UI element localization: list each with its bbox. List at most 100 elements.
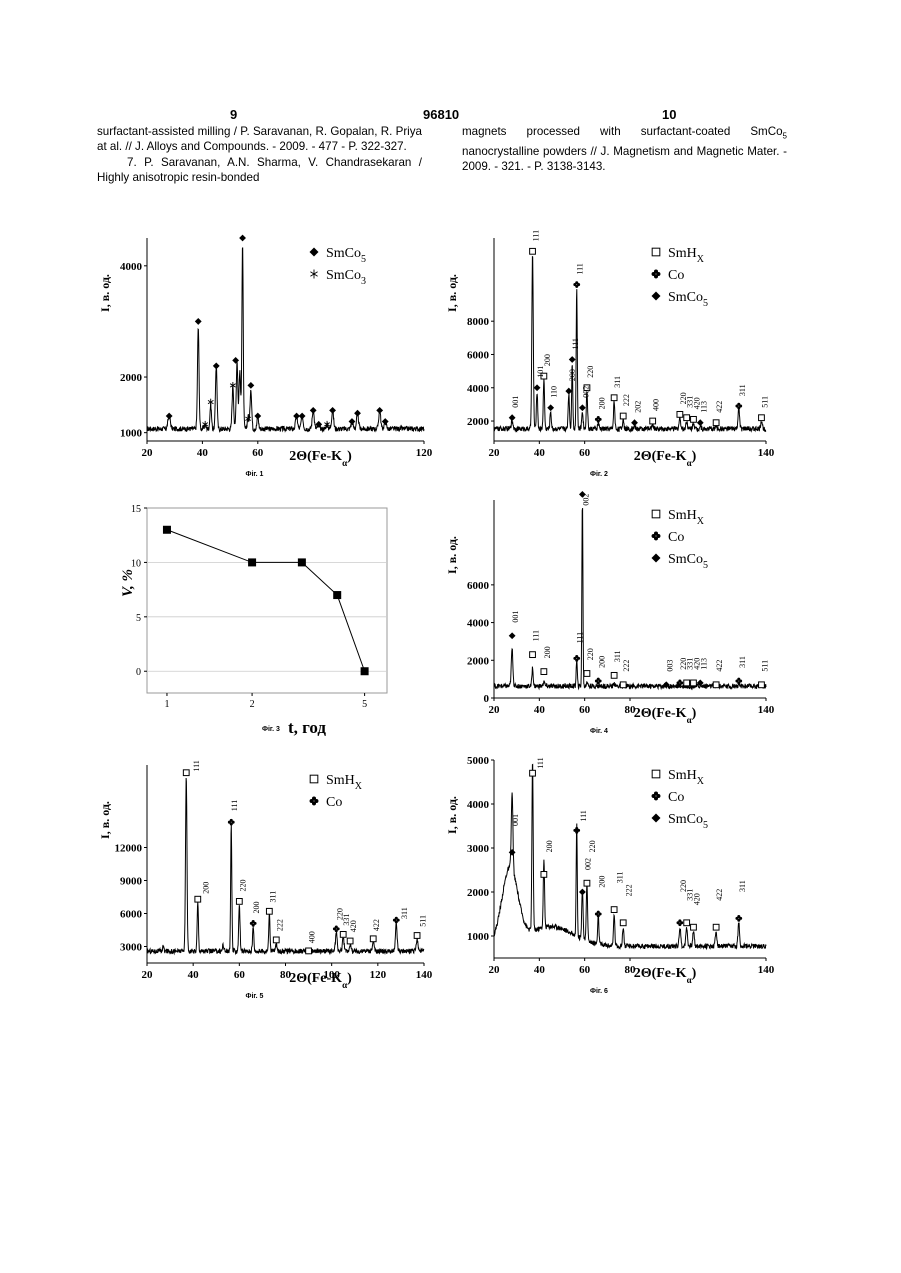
square-marker — [759, 415, 765, 421]
y-tick-label: 4000 — [467, 383, 490, 395]
square-marker — [541, 669, 547, 675]
peak-label: 311 — [613, 650, 622, 662]
diamond-marker — [213, 363, 220, 370]
square-marker — [713, 682, 719, 688]
peak-label: 111 — [571, 338, 580, 349]
peak-label: 422 — [715, 401, 724, 413]
reference-7: 7. P. Saravanan, A.N. Sharma, V. Chandra… — [97, 155, 422, 186]
peak-label: 200 — [543, 354, 552, 366]
clover-lobe — [652, 794, 656, 798]
diamond-marker — [195, 318, 202, 325]
chart-svg: 204060801400200040006000I, в. од.2Θ(Fe-K… — [444, 490, 774, 740]
y-tick-label: 4000 — [120, 261, 143, 273]
y-tick-label: 6000 — [467, 349, 490, 361]
y-tick-label: 0 — [484, 693, 490, 705]
reference-6-continuation: surfactant-assisted milling / P. Saravan… — [97, 124, 422, 155]
legend-clover-icon — [652, 532, 661, 541]
y-tick-label: 1000 — [120, 428, 143, 440]
legend-text: SmCo — [326, 268, 361, 283]
square-marker — [691, 416, 697, 422]
figure-caption: Фіг. 5 — [246, 993, 264, 1000]
clover-lobe — [595, 912, 598, 915]
peak-label: 311 — [613, 376, 622, 388]
clover-lobe — [232, 821, 235, 824]
clover-marker — [735, 678, 742, 685]
y-axis-label: I, в. од. — [445, 796, 459, 834]
diamond-marker — [329, 407, 336, 414]
peak-label: 420 — [692, 893, 701, 905]
patent-number: 96810 — [423, 107, 459, 122]
peak-label: 222 — [275, 919, 284, 931]
peak-label: 001 — [511, 814, 520, 826]
y-tick-label: 6000 — [467, 580, 490, 592]
y-tick-label: 3000 — [467, 843, 490, 855]
peak-label: 511 — [760, 396, 769, 408]
x-axis-label-close: ) — [347, 971, 352, 986]
figure-2: 2040601402000400060008000I, в. од.2Θ(Fe-… — [444, 228, 774, 483]
x-tick-label: 140 — [758, 447, 775, 459]
square-marker — [620, 413, 626, 419]
y-tick-label: 10 — [131, 558, 141, 569]
legend-subscript: 5 — [703, 820, 708, 831]
clover-lobe — [577, 829, 580, 832]
peak-label: 111 — [192, 760, 201, 771]
clover-lobe — [577, 657, 580, 660]
left-column: surfactant-assisted milling / P. Saravan… — [97, 124, 422, 186]
square-marker — [759, 682, 765, 688]
x-axis-label-main: 2Θ(Fe-K — [634, 706, 687, 721]
legend-text: SmH — [668, 508, 697, 523]
y-tick-label: 9000 — [120, 876, 143, 888]
peak-label: 111 — [532, 630, 541, 641]
right-column: magnets processed with surfactant-coated… — [462, 124, 787, 175]
peak-label: 422 — [715, 889, 724, 901]
clover-marker — [595, 416, 602, 423]
legend-diamond-icon — [652, 554, 661, 563]
clover-lobe — [573, 283, 576, 286]
legend-label: SmCo5 — [668, 290, 708, 309]
legend-label: Co — [326, 795, 342, 810]
clover-marker — [250, 920, 257, 927]
clover-lobe — [735, 917, 738, 920]
figure-caption: Фіг. 3 — [262, 726, 280, 733]
square-marker — [584, 880, 590, 886]
x-tick-label: 2 — [250, 699, 255, 710]
diamond-marker — [547, 404, 554, 411]
y-axis-label: V, % — [120, 569, 136, 597]
peak-label: 200 — [545, 840, 554, 852]
data-line — [167, 530, 365, 671]
peak-label: 422 — [372, 919, 381, 931]
asterisk-marker — [208, 399, 213, 406]
y-tick-label: 15 — [131, 504, 141, 515]
peak-label: 111 — [536, 757, 545, 768]
clover-marker — [735, 403, 742, 410]
clover-lobe — [656, 272, 660, 276]
y-tick-label: 12000 — [115, 843, 143, 855]
square-marker — [620, 682, 626, 688]
chart-svg: 2040608010012014030006000900012000I, в. … — [97, 755, 432, 1005]
x-axis-label-close: ) — [692, 966, 697, 981]
clover-lobe — [680, 921, 683, 924]
legend-label: Co — [668, 268, 684, 283]
peak-label: 200 — [543, 646, 552, 658]
diamond-marker — [569, 356, 576, 363]
x-axis-label-main: 2Θ(Fe-K — [634, 449, 687, 464]
y-axis-label: I, в. од. — [98, 801, 112, 839]
legend-text: Co — [668, 530, 684, 545]
x-tick-label: 40 — [534, 964, 546, 976]
clover-lobe — [310, 799, 314, 803]
x-tick-label: 60 — [579, 447, 591, 459]
square-marker — [530, 770, 536, 776]
peak-label: 311 — [738, 384, 747, 396]
legend-label: SmCo5 — [668, 552, 708, 571]
diamond-marker — [509, 632, 516, 639]
diamond-marker — [376, 407, 383, 414]
diamond-marker — [631, 419, 638, 426]
legend-diamond-icon — [652, 814, 661, 823]
clover-lobe — [677, 921, 680, 924]
x-axis-label-close: ) — [692, 706, 697, 721]
legend-label: SmCo3 — [326, 268, 366, 287]
clover-marker — [595, 678, 602, 685]
peak-label: 001 — [511, 611, 520, 623]
x-tick-label: 60 — [579, 964, 591, 976]
clover-lobe — [739, 917, 742, 920]
